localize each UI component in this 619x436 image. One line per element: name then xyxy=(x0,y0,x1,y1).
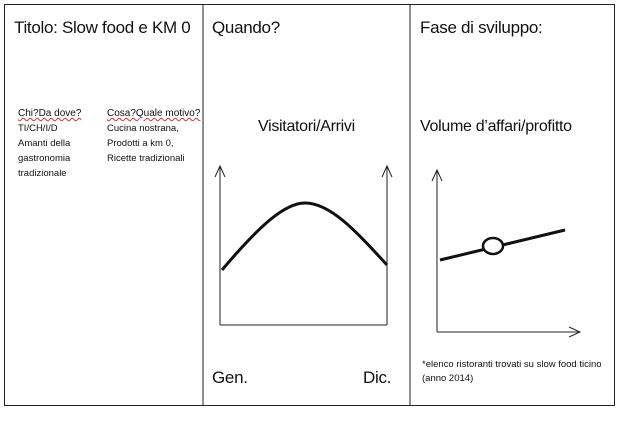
column-text: TI/CH/I/D Amanti della gastronomia tradi… xyxy=(18,121,70,181)
footnote: *elenco ristoranti trovati su slow food … xyxy=(422,359,602,384)
line: gastronomia xyxy=(18,153,71,164)
line: Prodotti a km 0, xyxy=(107,138,174,149)
line: Ricette tradizionali xyxy=(107,153,185,164)
column-heading: Chi?Da dove? xyxy=(18,108,82,119)
graph-title: Visitatori/Arrivi xyxy=(258,118,355,135)
line: tradizionale xyxy=(18,168,67,179)
panel-title: Quando? xyxy=(212,18,280,37)
column-heading: Cosa?Quale motivo? xyxy=(107,108,201,119)
panel-title: Titolo: Slow food e KM 0 xyxy=(14,18,191,37)
curve xyxy=(220,201,389,271)
x-end-label: Dic. xyxy=(363,368,392,387)
x-start-label: Gen. xyxy=(212,368,248,387)
line: TI/CH/I/D xyxy=(18,123,58,134)
column-text: Cucina nostrana, Prodotti a km 0, Ricett… xyxy=(107,121,185,166)
panel-title: Fase di sviluppo: xyxy=(420,18,543,37)
graph-title: Volume d’affari/profitto xyxy=(420,118,572,135)
line: Amanti della xyxy=(18,138,71,149)
frame xyxy=(4,4,615,406)
graph-axes xyxy=(431,168,582,338)
marker xyxy=(481,236,505,256)
graph-axes xyxy=(214,164,393,326)
line: Cucina nostrana, xyxy=(107,123,179,134)
